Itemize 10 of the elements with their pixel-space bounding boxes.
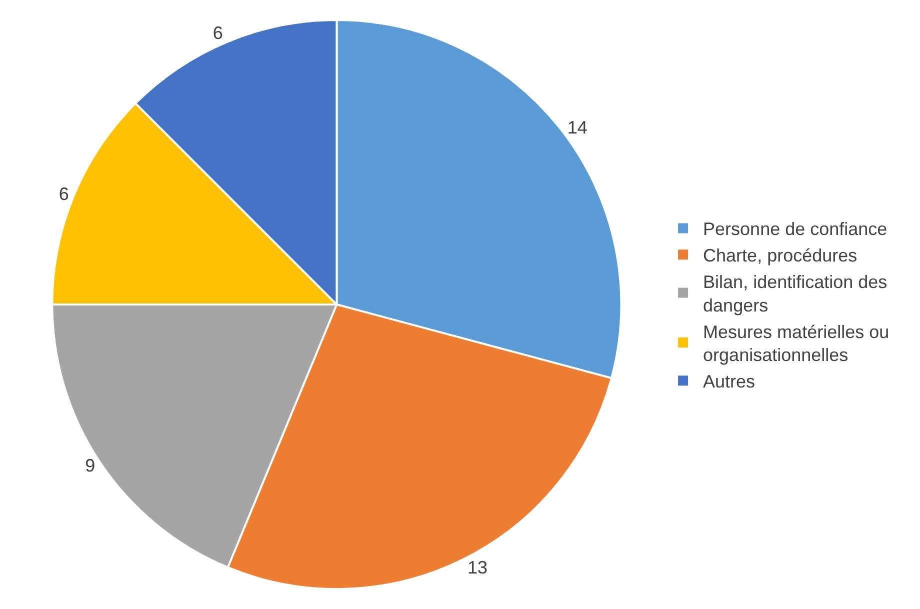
legend-label: Mesures matérielles ou organisationnelles [703,322,890,366]
data-label: 9 [85,456,96,476]
data-label: 14 [567,118,588,138]
data-label: 6 [58,184,69,204]
legend-label: Bilan, identification des dangers [703,272,888,316]
legend-label: Personne de confiance [703,219,888,240]
data-label: 6 [212,23,223,44]
legend-label: Autres [703,372,756,392]
data-label: 13 [468,558,488,578]
legend-label: Charte, procédures [703,246,858,266]
